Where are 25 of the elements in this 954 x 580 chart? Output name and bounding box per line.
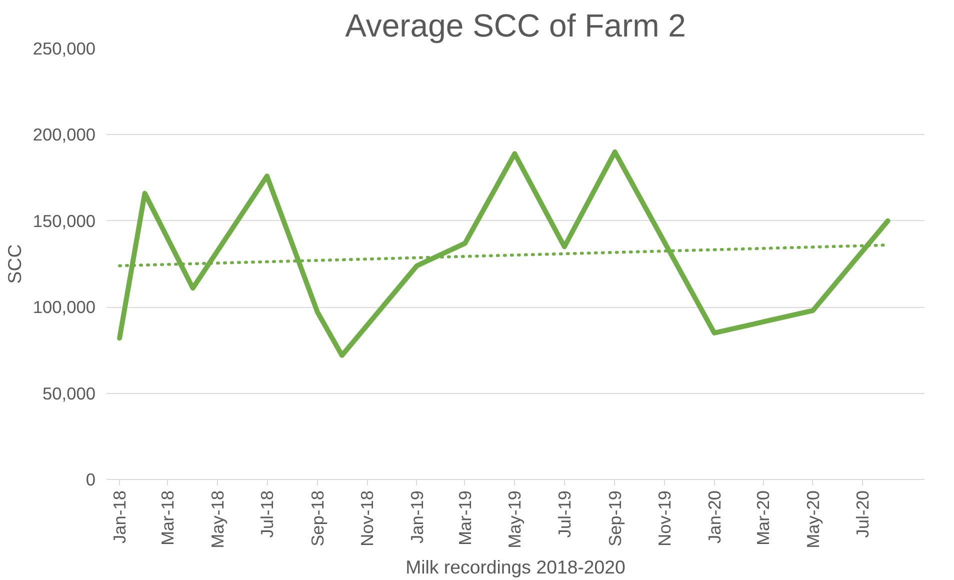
y-tick-label: 50,000 — [42, 383, 96, 404]
y-axis-title: SCC — [4, 244, 25, 284]
x-tick-label: Nov-19 — [654, 490, 675, 546]
y-tick-label: 0 — [86, 470, 96, 490]
y-tick-label: 100,000 — [32, 297, 96, 318]
x-tick-label: May-18 — [207, 490, 228, 548]
x-tick-label: Jul-18 — [257, 490, 278, 538]
x-tick-label: Jan-20 — [704, 490, 724, 544]
x-tick-label: May-19 — [504, 490, 525, 548]
y-tick-label: 200,000 — [32, 124, 96, 145]
x-tick-label: Jan-18 — [110, 490, 130, 544]
x-tick-label: Mar-18 — [158, 490, 178, 546]
x-tick-label: Sep-19 — [604, 490, 625, 546]
x-tick-label: Nov-18 — [357, 490, 378, 546]
x-tick-label: Mar-20 — [753, 490, 774, 546]
y-tick-label: 250,000 — [32, 38, 96, 58]
y-tick-label: 150,000 — [32, 210, 96, 231]
x-tick-label: Jul-19 — [554, 490, 574, 538]
chart-title: Average SCC of Farm 2 — [345, 8, 686, 44]
x-tick-label: Jul-20 — [852, 490, 873, 538]
x-tick-label: Sep-18 — [308, 490, 328, 546]
x-axis-title: Milk recordings 2018-2020 — [406, 556, 626, 578]
x-tick-label: Mar-19 — [454, 490, 475, 546]
x-tick-label: Jan-19 — [406, 490, 427, 544]
x-tick-label: May-20 — [802, 490, 823, 548]
